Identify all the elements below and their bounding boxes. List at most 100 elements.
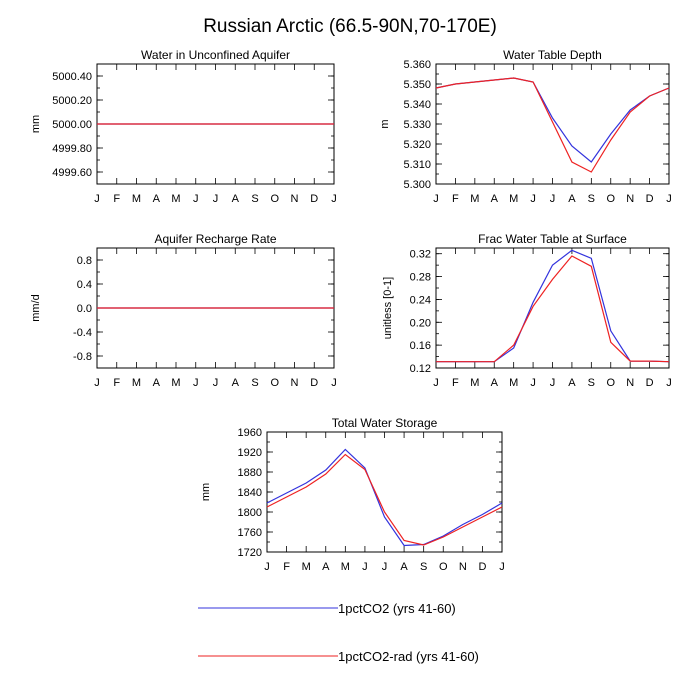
x-tick-label: J [331,377,337,389]
legend: 1pctCO2 (yrs 41-60) 1pctCO2-rad (yrs 41-… [198,601,479,664]
y-tick-label: 5.300 [403,179,431,191]
y-tick-label: 5000.00 [52,119,92,131]
x-tick-label: D [646,193,654,205]
x-tick-label: O [439,561,448,573]
x-tick-label: J [362,561,368,573]
x-tick-label: A [568,193,576,205]
y-tick-label: -0.4 [73,327,92,339]
x-tick-label: J [530,193,536,205]
x-tick-label: J [499,561,505,573]
x-tick-label: M [132,193,141,205]
x-tick-label: A [232,193,240,205]
x-tick-label: J [550,377,556,389]
y-tick-label: 4999.80 [52,143,92,155]
y-axis-label: unitless [0-1] [382,277,394,339]
plot-title: Water in Unconfined Aquifer [141,48,290,62]
x-tick-label: M [171,377,180,389]
plot-title: Frac Water Table at Surface [478,232,627,246]
y-axis-label: mm [200,483,212,501]
x-tick-label: A [400,561,408,573]
series-line-1pctco2 [266,448,503,547]
x-tick-label: M [171,193,180,205]
x-tick-label: S [588,377,595,389]
x-tick-label: J [433,193,439,205]
x-tick-label: S [420,561,427,573]
x-tick-label: A [491,193,499,205]
x-tick-label: O [270,377,279,389]
x-tick-label: N [626,377,634,389]
x-tick-label: A [491,377,499,389]
x-tick-label: M [302,561,311,573]
plot-title: Total Water Storage [332,416,438,430]
y-tick-label: 1840 [238,487,262,499]
y-tick-label: 0.24 [410,294,431,306]
x-tick-label: A [153,193,161,205]
y-tick-label: 5.340 [403,99,431,111]
y-tick-label: 0.12 [410,363,431,375]
x-tick-label: D [478,561,486,573]
x-tick-label: S [251,193,258,205]
x-tick-label: J [193,377,199,389]
x-tick-label: N [626,193,634,205]
y-tick-label: 5.320 [403,139,431,151]
x-tick-label: A [153,377,161,389]
x-tick-label: F [452,193,459,205]
y-tick-label: 5000.20 [52,95,92,107]
x-tick-label: N [291,377,299,389]
plot-frame [266,431,503,553]
y-tick-label: 0.28 [410,272,431,284]
x-tick-label: M [509,377,518,389]
x-tick-label: J [666,377,672,389]
y-tick-label: 0.8 [77,255,92,267]
x-tick-label: J [331,193,337,205]
plot-title: Water Table Depth [503,48,602,62]
x-tick-label: J [94,377,100,389]
x-tick-label: F [452,377,459,389]
x-tick-label: S [588,193,595,205]
y-tick-label: -0.8 [73,351,92,363]
y-tick-label: 0.16 [410,340,431,352]
y-axis-label: mm [30,115,42,133]
x-tick-label: J [433,377,439,389]
y-tick-label: 5.350 [403,79,431,91]
y-tick-label: 0.20 [410,317,431,329]
x-tick-label: J [666,193,672,205]
series-line-1pctco2-rad [436,255,670,363]
x-tick-label: N [291,193,299,205]
x-tick-label: J [264,561,270,573]
y-tick-label: 4999.60 [52,167,92,179]
x-tick-label: M [470,377,479,389]
x-tick-label: D [310,193,318,205]
x-tick-label: J [530,377,536,389]
y-tick-label: 1800 [238,507,262,519]
x-tick-label: N [459,561,467,573]
legend-label-1pctco2: 1pctCO2 (yrs 41-60) [338,601,456,616]
x-tick-label: O [606,377,615,389]
x-tick-label: A [568,377,576,389]
x-tick-label: M [509,193,518,205]
x-tick-label: J [213,193,219,205]
x-tick-label: A [322,561,330,573]
y-tick-label: 5.310 [403,159,431,171]
x-tick-label: M [470,193,479,205]
x-tick-label: J [382,561,388,573]
legend-label-1pctco2-rad: 1pctCO2-rad (yrs 41-60) [338,649,479,664]
x-tick-label: O [606,193,615,205]
y-tick-label: 1760 [238,527,262,539]
x-tick-label: D [310,377,318,389]
figure-title: Russian Arctic (66.5-90N,70-170E) [203,16,497,37]
series-line-1pctco2 [436,249,670,363]
y-axis-label: m [379,119,391,128]
x-tick-label: F [283,561,290,573]
x-tick-label: J [193,193,199,205]
y-tick-label: 1960 [238,427,262,439]
x-tick-label: S [251,377,258,389]
x-tick-label: J [550,193,556,205]
